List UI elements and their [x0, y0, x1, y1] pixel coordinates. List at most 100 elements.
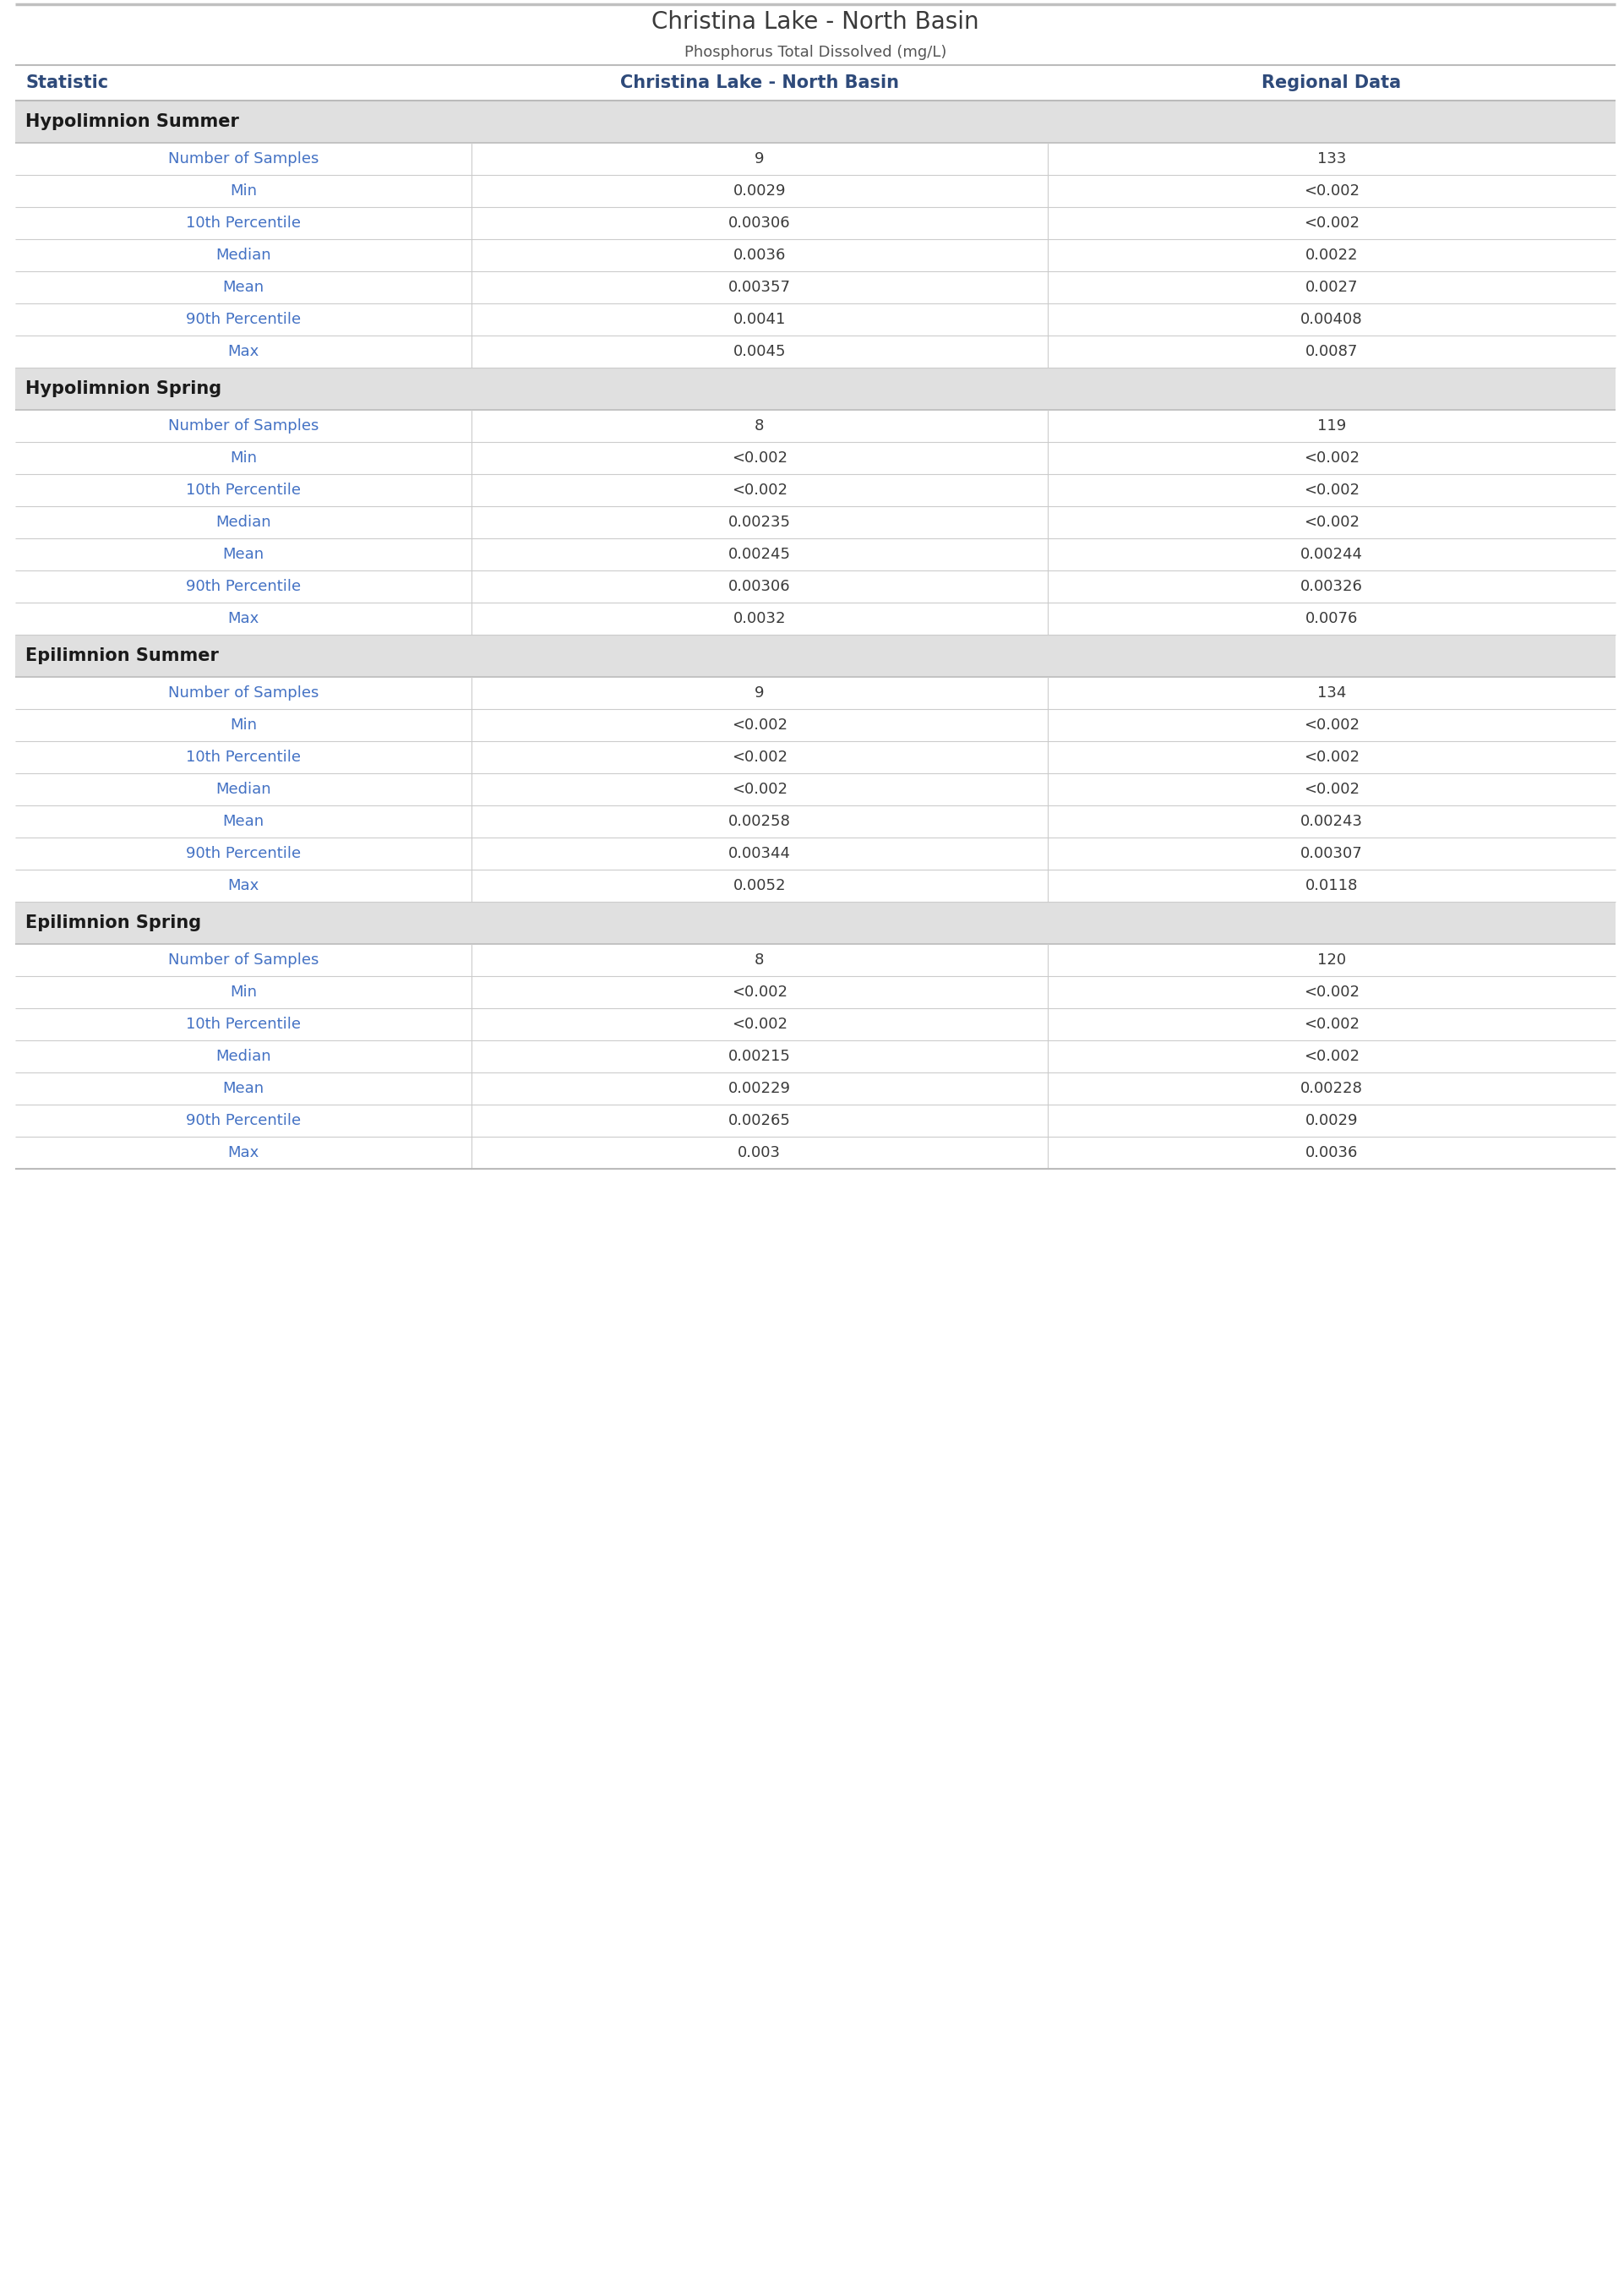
Text: 0.0027: 0.0027: [1306, 279, 1358, 295]
Text: Min: Min: [229, 985, 257, 999]
Text: 0.00228: 0.00228: [1301, 1081, 1363, 1096]
Text: 90th Percentile: 90th Percentile: [185, 311, 300, 327]
Text: <0.002: <0.002: [1304, 216, 1359, 232]
Text: Median: Median: [216, 247, 271, 263]
Text: <0.002: <0.002: [1304, 985, 1359, 999]
Text: 90th Percentile: 90th Percentile: [185, 579, 300, 595]
Text: 10th Percentile: 10th Percentile: [185, 1017, 300, 1033]
Text: 0.0029: 0.0029: [732, 184, 786, 197]
Bar: [15, 474, 1616, 506]
Text: Median: Median: [216, 1049, 271, 1065]
Text: 0.0036: 0.0036: [732, 247, 786, 263]
Text: 0.00326: 0.00326: [1301, 579, 1363, 595]
Text: 0.00408: 0.00408: [1301, 311, 1363, 327]
Text: 120: 120: [1317, 953, 1346, 967]
Bar: [15, 411, 1616, 443]
Text: <0.002: <0.002: [1304, 484, 1359, 497]
Bar: [15, 869, 1616, 901]
Text: <0.002: <0.002: [1304, 449, 1359, 465]
Text: Max: Max: [227, 345, 258, 359]
Text: Christina Lake - North Basin: Christina Lake - North Basin: [620, 75, 898, 91]
Text: 0.00258: 0.00258: [728, 815, 791, 829]
Bar: [15, 636, 1616, 676]
Text: Mean: Mean: [222, 547, 265, 563]
Text: 119: 119: [1317, 418, 1346, 434]
Bar: [15, 538, 1616, 570]
Text: <0.002: <0.002: [1304, 749, 1359, 765]
Text: 0.00245: 0.00245: [728, 547, 791, 563]
Text: Min: Min: [229, 449, 257, 465]
Bar: [15, 143, 1616, 175]
Text: Statistic: Statistic: [26, 75, 109, 91]
Text: 0.00215: 0.00215: [728, 1049, 791, 1065]
Bar: [15, 806, 1616, 838]
Text: 0.00357: 0.00357: [728, 279, 791, 295]
Text: 9: 9: [755, 152, 765, 166]
Text: <0.002: <0.002: [731, 749, 788, 765]
Text: 0.00243: 0.00243: [1301, 815, 1363, 829]
Text: <0.002: <0.002: [1304, 781, 1359, 797]
Bar: [15, 602, 1616, 636]
Bar: [15, 368, 1616, 411]
Text: 0.0029: 0.0029: [1306, 1112, 1358, 1128]
Text: Mean: Mean: [222, 279, 265, 295]
Bar: [15, 207, 1616, 238]
Bar: [15, 506, 1616, 538]
Bar: [15, 901, 1616, 944]
Text: Hypolimnion Summer: Hypolimnion Summer: [26, 114, 239, 129]
Bar: [15, 1008, 1616, 1040]
Text: <0.002: <0.002: [1304, 717, 1359, 733]
Text: 9: 9: [755, 686, 765, 701]
Bar: [15, 676, 1616, 708]
Text: Mean: Mean: [222, 815, 265, 829]
Bar: [15, 336, 1616, 368]
Bar: [15, 944, 1616, 976]
Text: Hypolimnion Spring: Hypolimnion Spring: [26, 381, 221, 397]
Bar: [15, 976, 1616, 1008]
Text: Number of Samples: Number of Samples: [167, 152, 318, 166]
Text: 90th Percentile: 90th Percentile: [185, 847, 300, 860]
Text: 133: 133: [1317, 152, 1346, 166]
Text: 0.0032: 0.0032: [732, 611, 786, 627]
Text: 8: 8: [755, 418, 765, 434]
Text: 0.0076: 0.0076: [1306, 611, 1358, 627]
Text: <0.002: <0.002: [731, 484, 788, 497]
Text: Max: Max: [227, 611, 258, 627]
Text: <0.002: <0.002: [1304, 1017, 1359, 1033]
Text: <0.002: <0.002: [1304, 184, 1359, 197]
Bar: [15, 774, 1616, 806]
Bar: [15, 1105, 1616, 1137]
Text: Min: Min: [229, 184, 257, 197]
Text: 0.0041: 0.0041: [732, 311, 786, 327]
Text: <0.002: <0.002: [731, 1017, 788, 1033]
Bar: [15, 1040, 1616, 1071]
Bar: [15, 66, 1616, 100]
Text: 10th Percentile: 10th Percentile: [185, 216, 300, 232]
Text: 10th Percentile: 10th Percentile: [185, 749, 300, 765]
Text: 0.00307: 0.00307: [1301, 847, 1363, 860]
Text: Number of Samples: Number of Samples: [167, 686, 318, 701]
Text: Median: Median: [216, 781, 271, 797]
Text: 0.00235: 0.00235: [728, 515, 791, 529]
Text: 134: 134: [1317, 686, 1346, 701]
Bar: [15, 100, 1616, 143]
Text: 8: 8: [755, 953, 765, 967]
Text: 90th Percentile: 90th Percentile: [185, 1112, 300, 1128]
Bar: [15, 238, 1616, 272]
Text: <0.002: <0.002: [731, 985, 788, 999]
Text: 0.0118: 0.0118: [1306, 878, 1358, 894]
Text: 0.00306: 0.00306: [728, 216, 791, 232]
Text: Phosphorus Total Dissolved (mg/L): Phosphorus Total Dissolved (mg/L): [684, 45, 947, 59]
Text: <0.002: <0.002: [1304, 1049, 1359, 1065]
Text: <0.002: <0.002: [1304, 515, 1359, 529]
Text: 0.00344: 0.00344: [728, 847, 791, 860]
Text: Median: Median: [216, 515, 271, 529]
Bar: [15, 1071, 1616, 1105]
Text: Christina Lake - North Basin: Christina Lake - North Basin: [651, 9, 979, 34]
Text: Regional Data: Regional Data: [1262, 75, 1402, 91]
Text: 0.00306: 0.00306: [728, 579, 791, 595]
Text: Number of Samples: Number of Samples: [167, 953, 318, 967]
Text: 0.00229: 0.00229: [728, 1081, 791, 1096]
Text: Epilimnion Spring: Epilimnion Spring: [26, 915, 201, 931]
Bar: [15, 708, 1616, 742]
